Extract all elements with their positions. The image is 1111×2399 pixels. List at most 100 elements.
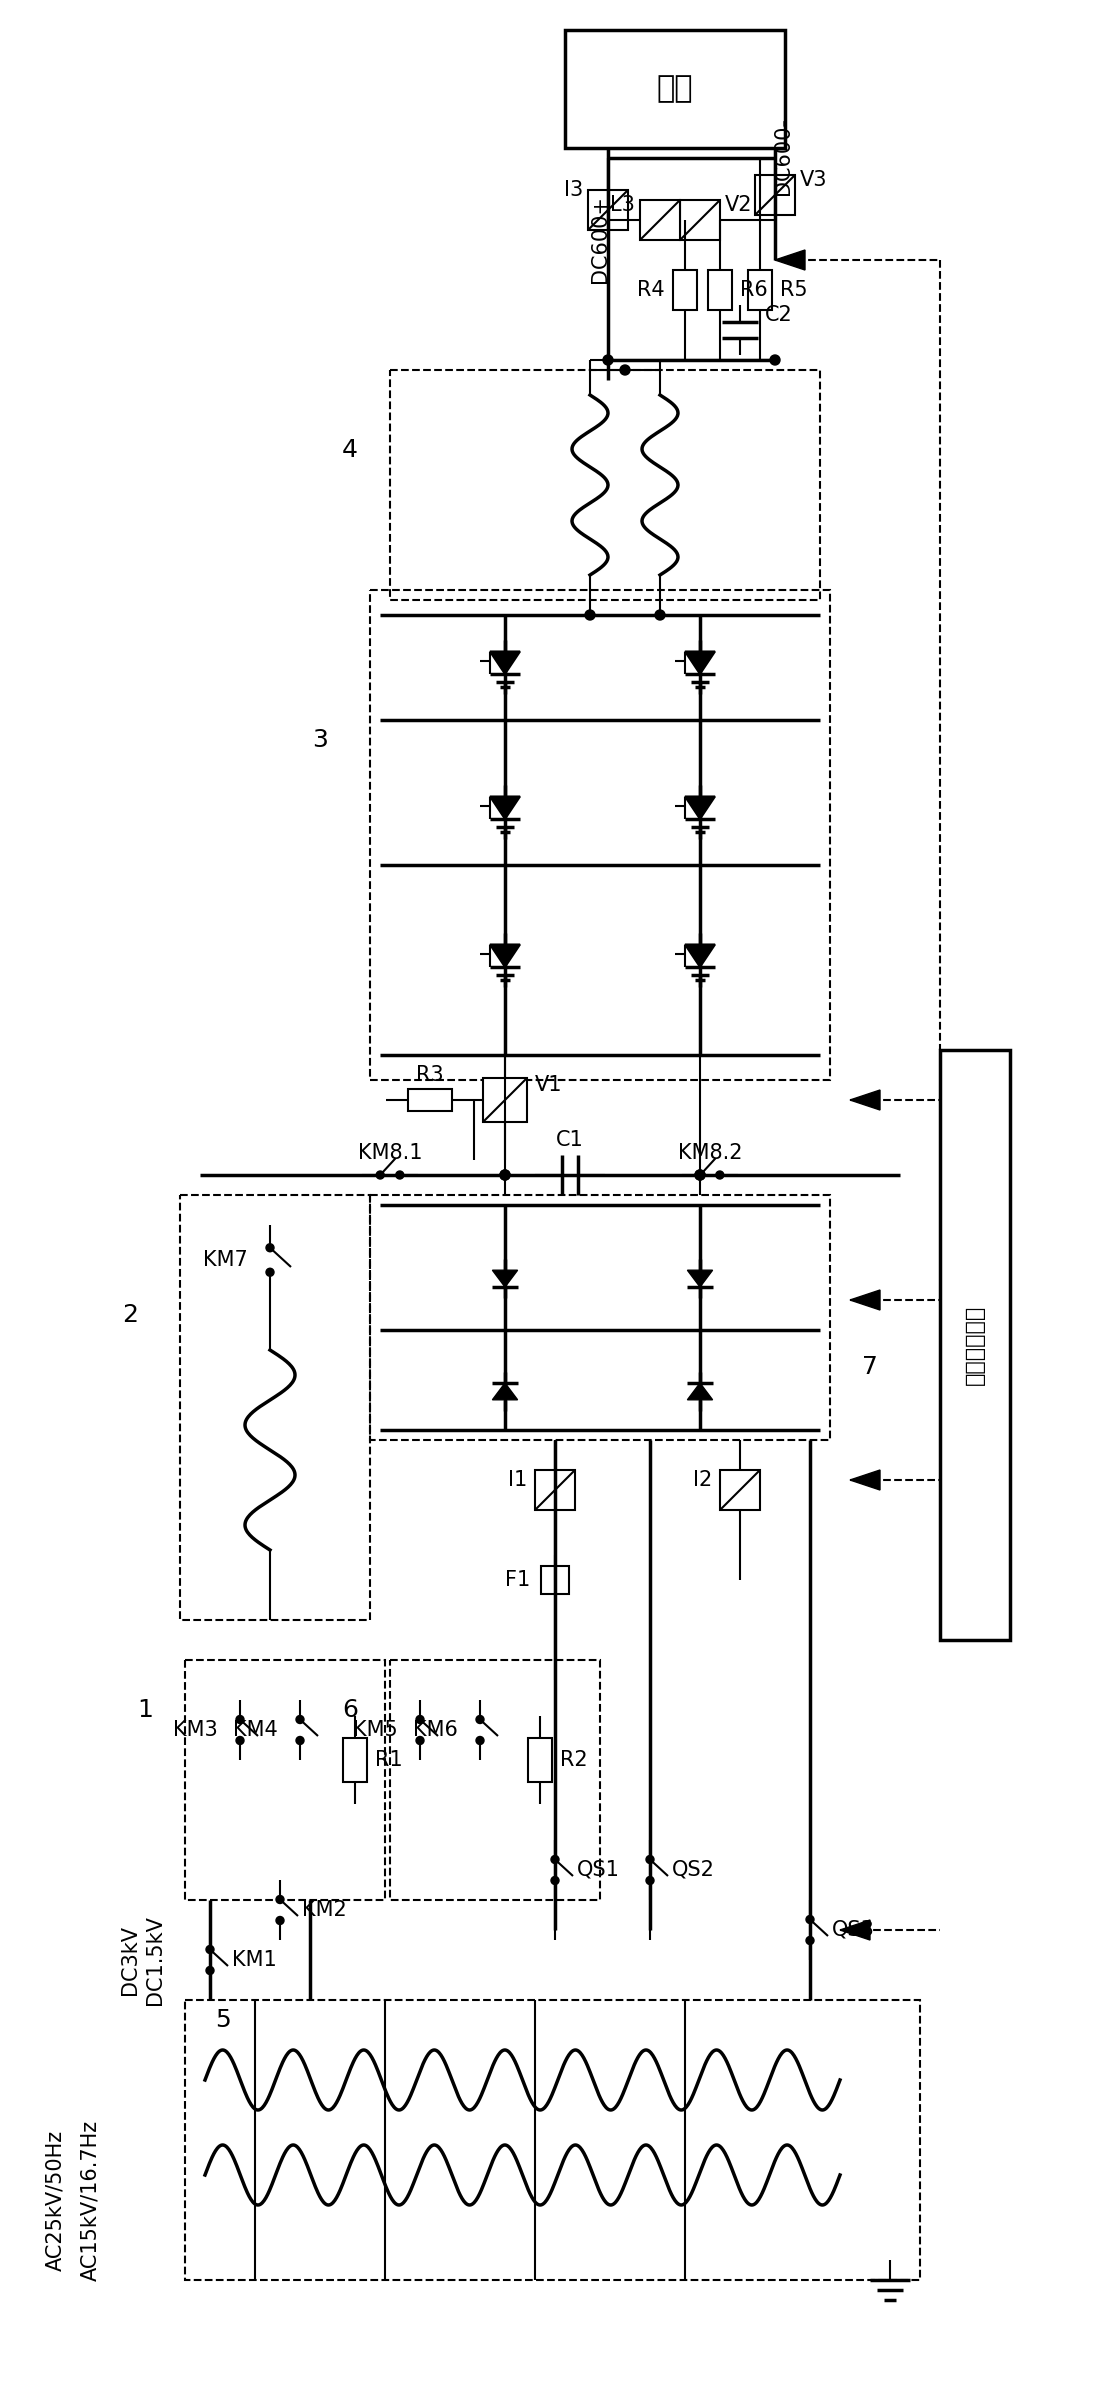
Circle shape (476, 1737, 484, 1744)
Circle shape (645, 1876, 654, 1886)
Bar (720, 1471, 760, 1509)
Polygon shape (490, 653, 520, 674)
Bar (370, 590, 830, 1080)
Polygon shape (490, 796, 520, 818)
Circle shape (655, 609, 665, 619)
Circle shape (770, 355, 780, 365)
Text: 7: 7 (862, 1355, 878, 1379)
Circle shape (206, 1946, 214, 1953)
Circle shape (500, 1171, 510, 1180)
Text: KM6: KM6 (413, 1720, 458, 1739)
Text: DC1.5kV: DC1.5kV (146, 1914, 166, 2006)
Circle shape (695, 1171, 705, 1180)
Bar (565, 31, 785, 149)
Text: 5: 5 (216, 2008, 231, 2032)
Text: V1: V1 (536, 1075, 562, 1094)
Bar (370, 1195, 830, 1439)
Text: KM8.1: KM8.1 (358, 1142, 422, 1164)
Text: C2: C2 (765, 305, 793, 324)
Bar (390, 369, 820, 600)
Bar (680, 199, 720, 240)
Text: V3: V3 (800, 170, 828, 190)
Text: QS1: QS1 (577, 1859, 620, 1881)
Circle shape (551, 1854, 559, 1864)
Text: 电机: 电机 (657, 74, 693, 103)
Text: R6: R6 (740, 281, 768, 300)
Polygon shape (850, 1089, 880, 1111)
Bar (940, 1051, 1010, 1641)
Text: I3: I3 (563, 180, 583, 199)
Circle shape (476, 1715, 484, 1722)
Text: AC15kV/16.7Hz: AC15kV/16.7Hz (80, 2118, 100, 2281)
Text: QS2: QS2 (672, 1859, 714, 1881)
Text: DC3kV: DC3kV (120, 1924, 140, 1996)
Circle shape (276, 1917, 284, 1924)
Text: L3: L3 (610, 194, 635, 216)
Text: R4: R4 (638, 281, 665, 300)
Polygon shape (688, 1382, 712, 1399)
Text: DC600+: DC600+ (590, 194, 610, 283)
Text: F1: F1 (504, 1569, 530, 1591)
Bar (186, 2001, 920, 2279)
Circle shape (236, 1715, 244, 1722)
Text: V2: V2 (725, 194, 752, 216)
Text: I1: I1 (508, 1471, 527, 1490)
Bar (536, 1471, 575, 1509)
Text: KM2: KM2 (302, 1900, 347, 1919)
Polygon shape (775, 249, 805, 271)
Circle shape (416, 1737, 424, 1744)
Text: KM4: KM4 (233, 1720, 278, 1739)
Bar (390, 1660, 600, 1900)
Circle shape (500, 1171, 510, 1180)
Circle shape (805, 1914, 814, 1924)
Text: 3: 3 (312, 727, 328, 751)
Circle shape (206, 1967, 214, 1974)
Text: KM8.2: KM8.2 (678, 1142, 742, 1164)
Text: R2: R2 (560, 1749, 588, 1770)
Text: KM5: KM5 (353, 1720, 398, 1739)
Bar (483, 1077, 527, 1123)
Text: I2: I2 (693, 1471, 712, 1490)
Circle shape (396, 1171, 403, 1178)
Circle shape (266, 1269, 274, 1276)
Text: 传动控制单元: 传动控制单元 (965, 1305, 985, 1384)
Polygon shape (685, 653, 715, 674)
Bar (755, 175, 795, 216)
Circle shape (620, 365, 630, 374)
Bar (640, 199, 680, 240)
Text: DC600-: DC600- (773, 118, 793, 194)
Circle shape (645, 1854, 654, 1864)
Bar (186, 1660, 386, 1900)
Polygon shape (685, 796, 715, 818)
Circle shape (276, 1895, 284, 1902)
Text: 2: 2 (122, 1303, 138, 1327)
Polygon shape (688, 1269, 712, 1286)
Bar (343, 1737, 367, 1782)
Bar (541, 1567, 569, 1593)
Text: AC25kV/50Hz: AC25kV/50Hz (46, 2130, 66, 2269)
Text: C1: C1 (557, 1130, 584, 1149)
Circle shape (695, 1171, 705, 1180)
Circle shape (715, 1171, 723, 1178)
Circle shape (416, 1715, 424, 1722)
Circle shape (296, 1737, 304, 1744)
Text: QS3: QS3 (832, 1919, 874, 1941)
Text: R3: R3 (417, 1065, 443, 1084)
Polygon shape (840, 1919, 870, 1941)
Polygon shape (490, 945, 520, 967)
Circle shape (236, 1737, 244, 1744)
Bar (708, 271, 732, 309)
Bar (528, 1737, 552, 1782)
Bar (408, 1089, 452, 1111)
Circle shape (603, 355, 613, 365)
Polygon shape (850, 1291, 880, 1310)
Text: R5: R5 (780, 281, 808, 300)
Circle shape (266, 1243, 274, 1252)
Text: KM1: KM1 (232, 1950, 277, 1970)
Circle shape (805, 1936, 814, 1946)
Polygon shape (685, 945, 715, 967)
Circle shape (697, 1171, 704, 1178)
Circle shape (296, 1715, 304, 1722)
Polygon shape (850, 1471, 880, 1490)
Bar (588, 190, 628, 230)
